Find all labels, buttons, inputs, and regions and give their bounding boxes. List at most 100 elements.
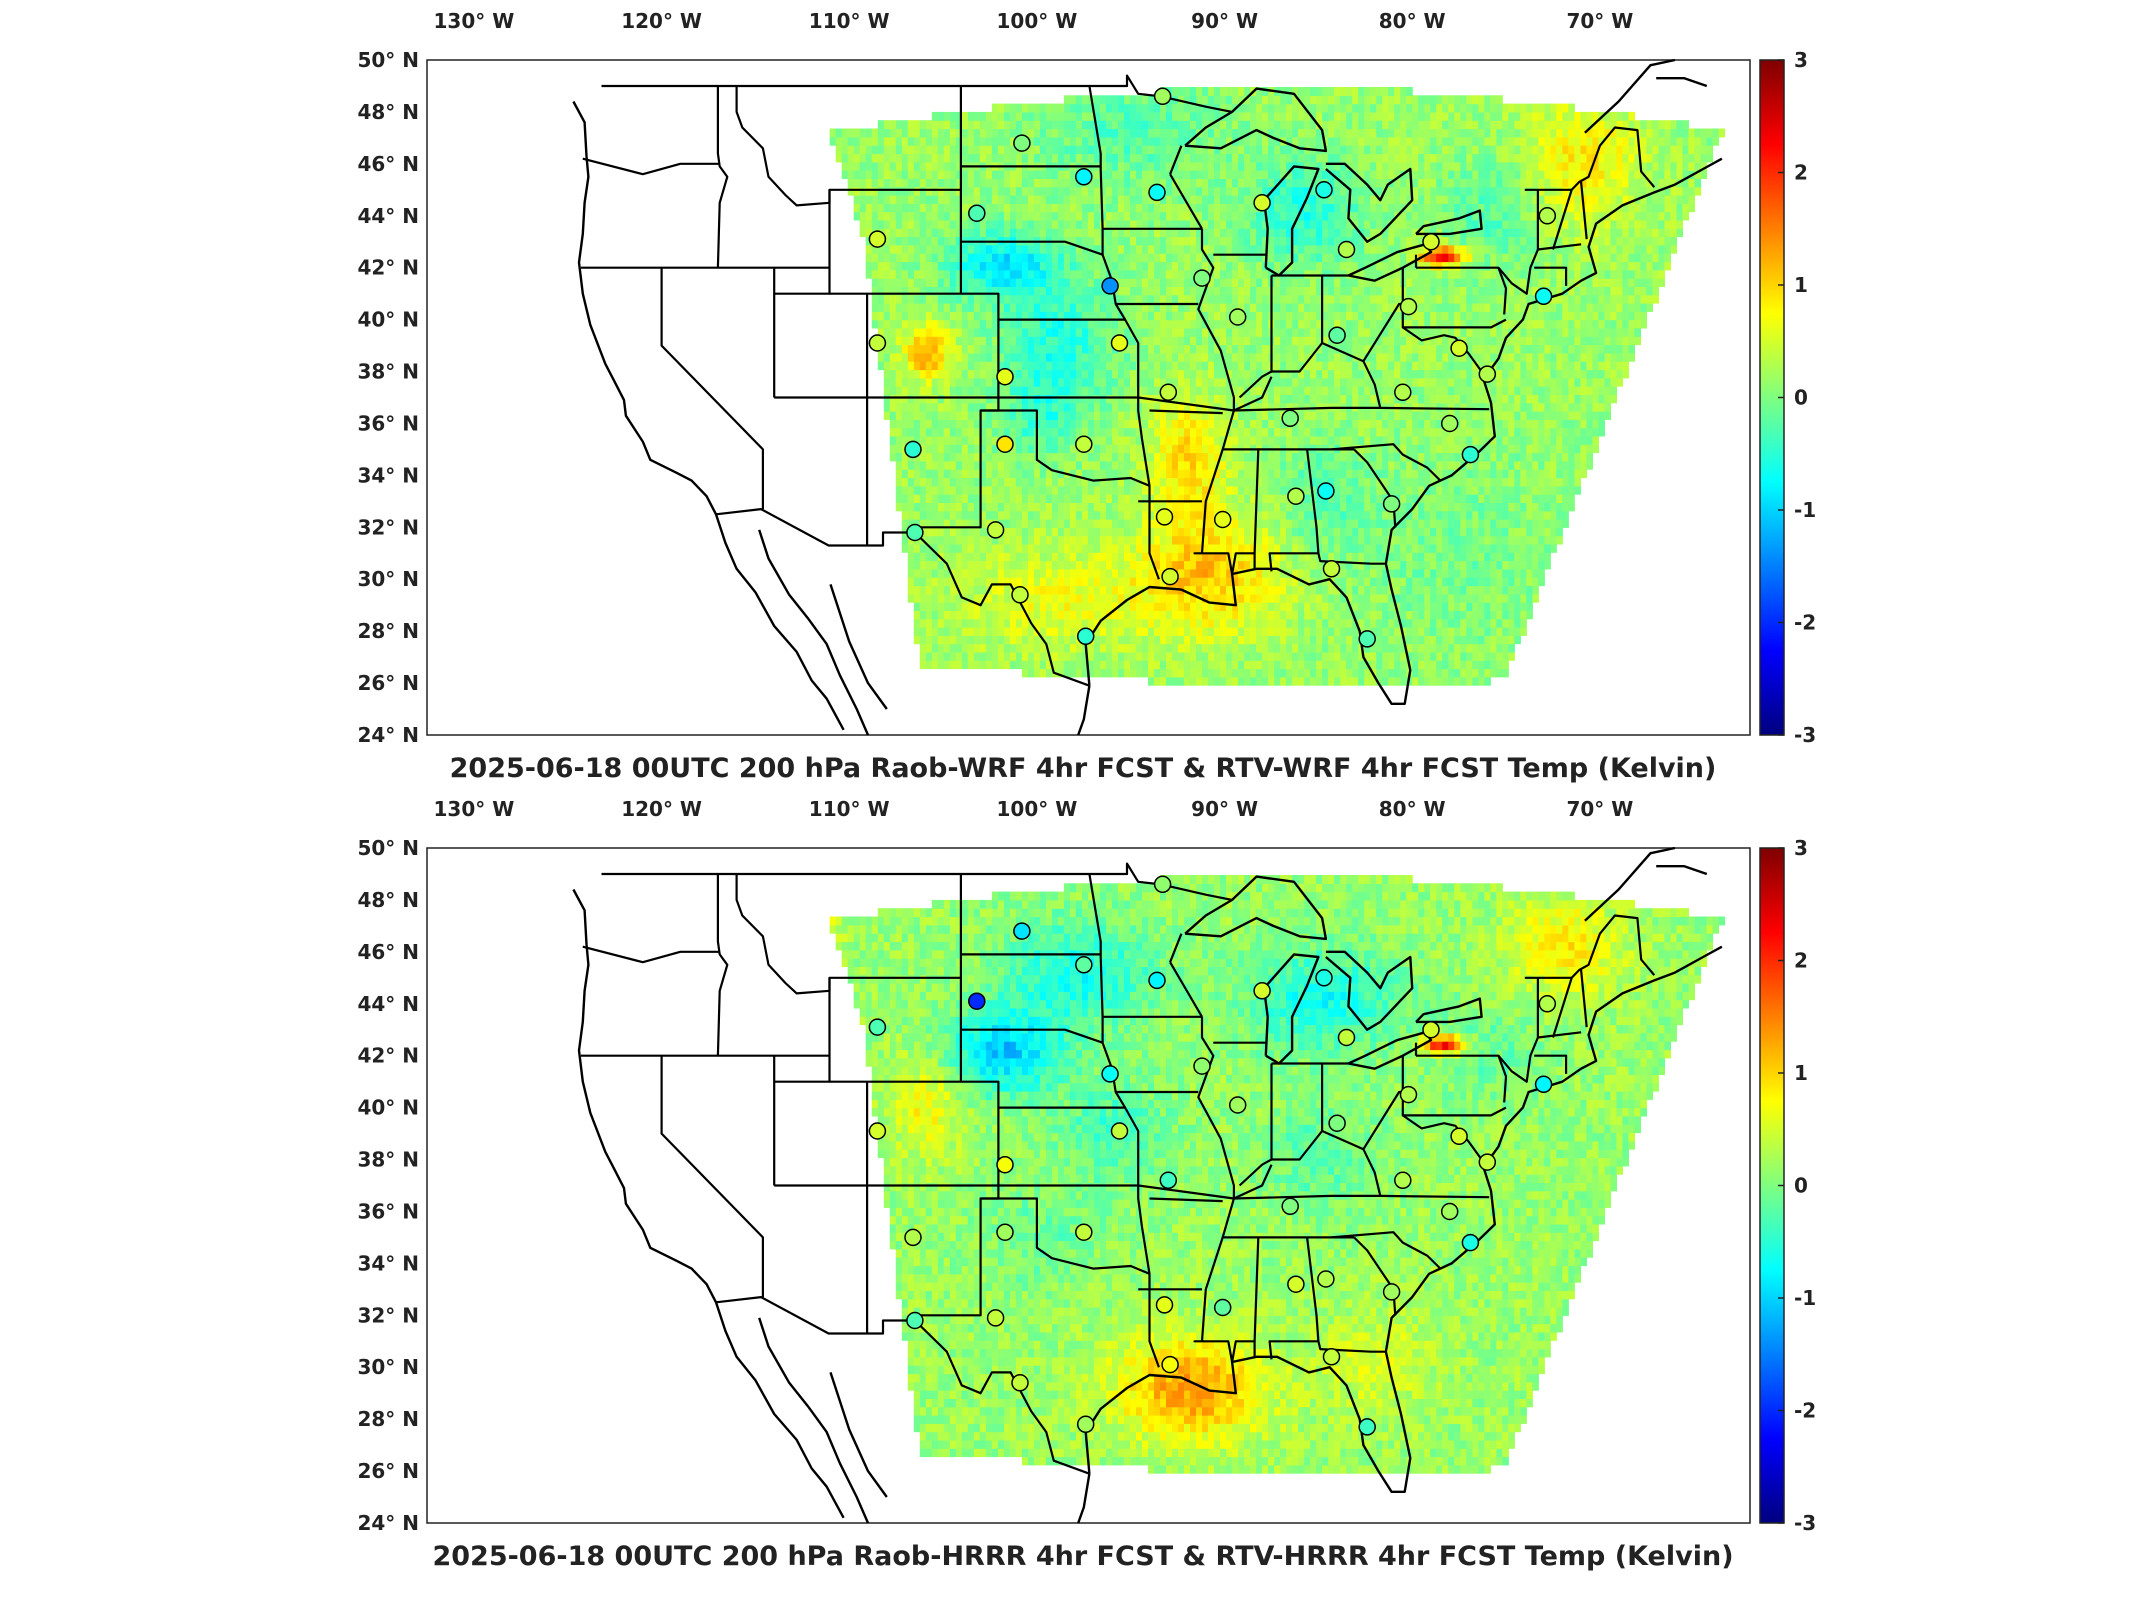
raob-station-marker	[1287, 1275, 1305, 1293]
raob-stations-bottom	[868, 875, 1557, 1436]
latitude-tick-label: 38° N	[357, 1148, 419, 1172]
raob-station-marker	[868, 1122, 887, 1140]
latitude-tick-label: 34° N	[357, 1251, 419, 1275]
raob-station-marker	[1322, 1348, 1341, 1366]
temperature-difference-field-top	[829, 87, 1726, 686]
longitude-tick-label: 90° W	[1191, 797, 1258, 821]
raob-station-marker	[904, 1228, 922, 1247]
latitude-tick-label: 48° N	[357, 888, 419, 912]
raob-station-marker	[1478, 1153, 1497, 1171]
map-figure-top: 130° W 120° W 110° W 100° W 90° W 80° W 70° W …	[357, 9, 1816, 784]
raob-station-marker	[986, 1309, 1005, 1327]
longitude-tick-label: 130° W	[434, 797, 515, 821]
raob-station-marker	[1101, 1065, 1119, 1083]
raob-station-marker	[1358, 630, 1376, 648]
latitude-tick-label: 42° N	[357, 256, 419, 280]
raob-station-marker	[1011, 586, 1029, 604]
colorbar-tick-label: 3	[1794, 48, 1808, 72]
raob-station-marker	[1315, 181, 1333, 199]
longitude-tick-label: 130° W	[434, 9, 515, 33]
raob-station-marker	[996, 1223, 1014, 1241]
raob-stations-top	[868, 87, 1557, 648]
raob-station-marker	[1534, 1075, 1553, 1094]
raob-station-marker	[1161, 567, 1179, 586]
raob-station-marker	[1011, 1374, 1029, 1392]
raob-station-marker	[1213, 1298, 1232, 1317]
latitude-tick-label: 26° N	[357, 671, 419, 695]
raob-station-marker	[1538, 995, 1557, 1013]
colorbar-tick-label: -3	[1794, 723, 1816, 747]
colorbar-top: 3 2 1 0 -1 -2 -3	[1759, 48, 1816, 747]
latitude-tick-label: 48° N	[357, 100, 419, 124]
raob-station-marker	[1253, 194, 1271, 212]
colorbar-tick-label: 2	[1794, 949, 1808, 973]
raob-station-marker	[1076, 1415, 1095, 1434]
raob-station-marker	[1382, 1283, 1401, 1301]
raob-station-marker	[986, 521, 1005, 539]
panel-bottom: 130° W 120° W 110° W 100° W 90° W 80° W 70° W …	[0, 788, 2133, 1588]
raob-station-marker	[906, 1311, 924, 1330]
latitude-tick-label: 50° N	[357, 836, 419, 860]
raob-station-marker	[996, 435, 1014, 453]
longitude-axis-top: 130° W 120° W 110° W 100° W 90° W 80° W 70° W	[434, 9, 1634, 33]
raob-station-marker	[1193, 269, 1211, 287]
map-figure-bottom: 130° W 120° W 110° W 100° W 90° W 80° W 70° W …	[357, 797, 1816, 1572]
latitude-tick-label: 44° N	[357, 992, 419, 1016]
raob-station-marker	[1450, 1127, 1468, 1145]
raob-station-marker	[1315, 969, 1333, 987]
panel-title-bottom: 2025-06-18 00UTC 200 hPa Raob-HRRR 4hr F…	[432, 1541, 1733, 1572]
raob-station-marker	[1148, 183, 1166, 202]
raob-station-marker	[1322, 560, 1341, 578]
raob-station-marker	[868, 1018, 887, 1036]
basemap-borders-top	[572, 58, 1723, 736]
raob-station-marker	[1461, 445, 1480, 464]
raob-station-marker	[1076, 627, 1095, 646]
longitude-tick-label: 110° W	[809, 797, 890, 821]
latitude-tick-label: 46° N	[357, 940, 419, 964]
latitude-tick-label: 24° N	[357, 723, 419, 747]
latitude-tick-label: 28° N	[357, 619, 419, 643]
raob-station-marker	[1281, 1197, 1299, 1216]
raob-station-marker	[1328, 1114, 1346, 1132]
raob-station-marker	[1110, 1122, 1129, 1140]
latitude-axis-bottom: 50° N 48° N 46° N 44° N 42° N 40° N 38° N 36° N…	[357, 836, 419, 1535]
latitude-tick-label: 38° N	[357, 360, 419, 384]
raob-station-marker	[1075, 168, 1093, 186]
latitude-tick-label: 42° N	[357, 1044, 419, 1068]
longitude-tick-label: 100° W	[997, 9, 1078, 33]
longitude-tick-label: 100° W	[997, 797, 1078, 821]
colorbar-tick-label: -1	[1794, 1286, 1816, 1310]
colorbar-tick-label: 0	[1794, 386, 1808, 410]
longitude-tick-label: 120° W	[621, 797, 702, 821]
colorbar-bottom: 3 2 1 0 -1 -2 -3	[1759, 836, 1816, 1535]
raob-station-marker	[1337, 1028, 1356, 1047]
longitude-tick-label: 110° W	[809, 9, 890, 33]
raob-station-marker	[1399, 1085, 1418, 1104]
latitude-tick-label: 40° N	[357, 1096, 419, 1120]
raob-station-marker	[1399, 297, 1418, 316]
panel-title-top: 2025-06-18 00UTC 200 hPa Raob-WRF 4hr FC…	[450, 753, 1717, 784]
latitude-tick-label: 46° N	[357, 152, 419, 176]
raob-station-marker	[1110, 334, 1129, 352]
raob-station-marker	[1228, 308, 1247, 326]
raob-station-marker	[868, 230, 887, 248]
colorbar-tick-label: 1	[1794, 1061, 1808, 1085]
latitude-axis-top: 50° N 48° N 46° N 44° N 42° N 40° N 38° N 36° N…	[357, 48, 419, 747]
longitude-tick-label: 80° W	[1379, 9, 1446, 33]
colorbar-tick-label: 2	[1794, 161, 1808, 185]
raob-station-marker	[1538, 207, 1557, 225]
raob-station-marker	[1153, 875, 1172, 894]
raob-station-marker	[1253, 982, 1271, 1000]
longitude-tick-label: 70° W	[1566, 9, 1633, 33]
raob-station-marker	[1013, 134, 1031, 152]
raob-station-marker	[1534, 287, 1553, 306]
raob-station-marker	[1478, 365, 1497, 383]
latitude-tick-label: 24° N	[357, 1511, 419, 1535]
latitude-tick-label: 30° N	[357, 1355, 419, 1379]
raob-station-marker	[968, 992, 986, 1010]
latitude-tick-label: 44° N	[357, 204, 419, 228]
latitude-tick-label: 30° N	[357, 567, 419, 591]
raob-station-marker	[1155, 1296, 1174, 1314]
longitude-tick-label: 80° W	[1379, 797, 1446, 821]
raob-station-marker	[1159, 1171, 1178, 1190]
